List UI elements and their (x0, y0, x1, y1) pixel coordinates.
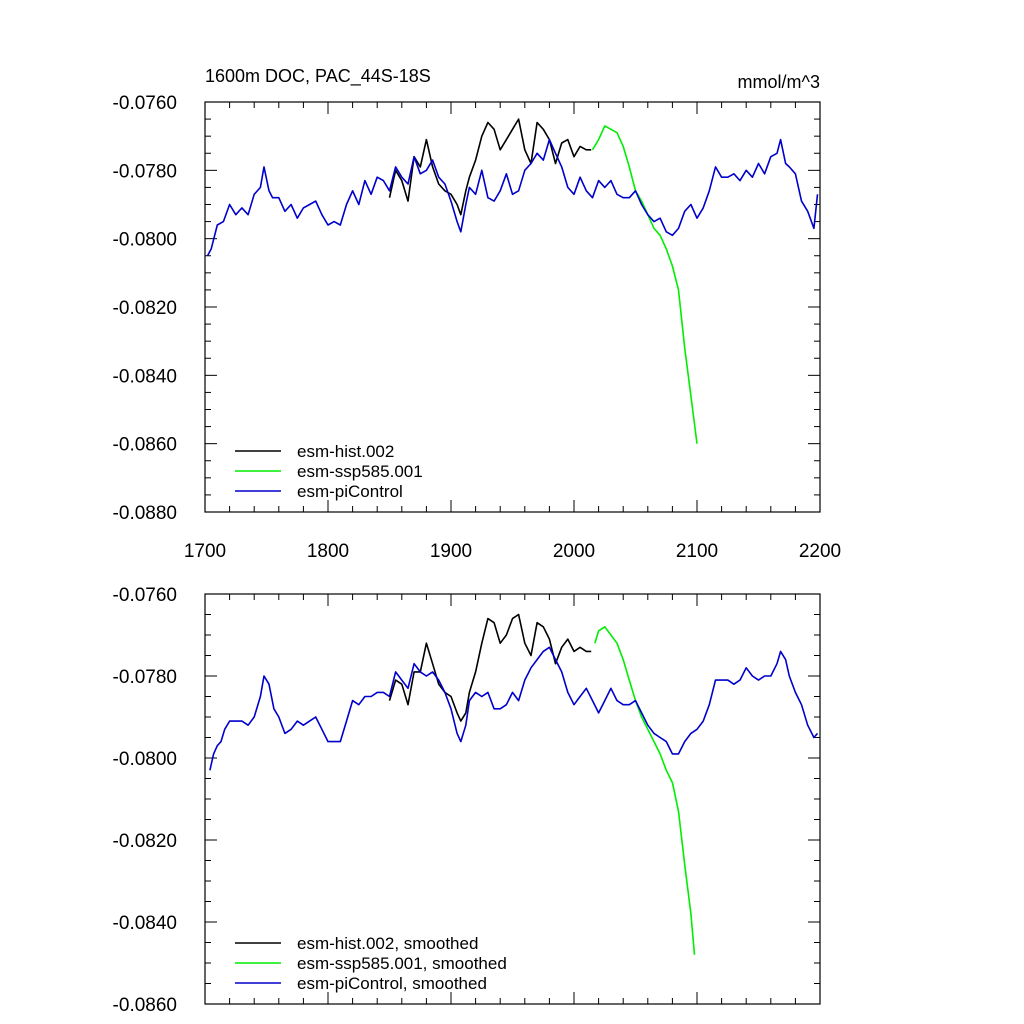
legend-label: esm-ssp585.001, smoothed (297, 954, 507, 973)
legend-label: esm-hist.002 (297, 442, 394, 461)
x-tick-label: 2200 (799, 541, 841, 562)
y-tick-label: -0.0860 (113, 995, 177, 1016)
x-tick-label: 1800 (307, 541, 349, 562)
y-tick-label: -0.0800 (113, 230, 177, 251)
y-tick-label: -0.0820 (113, 298, 177, 319)
legend-label: esm-ssp585.001 (297, 462, 423, 481)
x-tick-label: 1900 (430, 541, 472, 562)
y-tick-label: -0.0780 (113, 161, 177, 182)
x-tick-label: 1700 (184, 541, 226, 562)
y-tick-label: -0.0760 (113, 93, 177, 114)
series-line-3 (206, 138, 819, 257)
y-tick-label: -0.0800 (113, 749, 177, 770)
panel-1: -0.0760 -0.0780 -0.0800 -0.0820 -0.0840 -0.08… (113, 66, 842, 562)
series-line-2 (594, 626, 696, 955)
chart-title: 1600m DOC, PAC_44S-18S (205, 66, 431, 87)
y-tick-label: -0.0860 (113, 435, 177, 456)
legend-label: esm-piControl (297, 482, 403, 501)
x-tick-label: 2100 (676, 541, 718, 562)
y-tick-label: -0.0880 (113, 503, 177, 524)
x-tick-label: 2000 (553, 541, 595, 562)
series-line-1 (388, 613, 592, 722)
y-tick-label: -0.0760 (113, 585, 177, 606)
series-line-2 (591, 125, 698, 444)
units-label: mmol/m^3 (738, 72, 820, 92)
series-line-3 (209, 646, 819, 771)
y-tick-label: -0.0780 (113, 667, 177, 688)
legend-label: esm-piControl, smoothed (297, 974, 487, 993)
y-tick-label: -0.0820 (113, 831, 177, 852)
y-tick-label: -0.0840 (113, 366, 177, 387)
y-tick-label: -0.0840 (113, 913, 177, 934)
panel-2: -0.0760 -0.0780 -0.0800 -0.0820 -0.0840 -0.08… (113, 585, 821, 1016)
legend-label: esm-hist.002, smoothed (297, 934, 478, 953)
